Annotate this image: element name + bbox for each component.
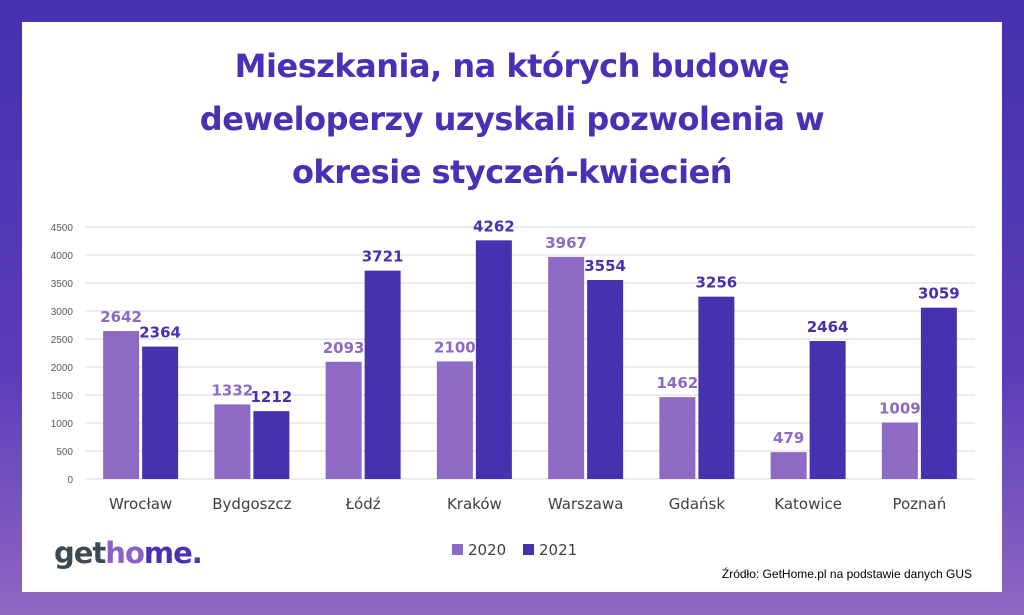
- x-tick-label: Łódź: [345, 495, 381, 513]
- y-tick-label: 4000: [51, 251, 74, 262]
- legend-label: 2021: [539, 541, 577, 559]
- chart-panel: [22, 22, 1002, 592]
- bar-2021: [364, 270, 401, 479]
- data-label: 3059: [918, 285, 960, 303]
- bar-2021: [698, 296, 735, 479]
- title-line-1: Mieszkania, na których budowę: [234, 47, 790, 85]
- y-tick-label: 1000: [51, 419, 74, 430]
- x-tick-label: Katowice: [774, 495, 842, 513]
- title-line-2: deweloperzy uzyskali pozwolenia w: [199, 100, 825, 138]
- data-label: 3256: [696, 274, 738, 292]
- bar-2020: [548, 256, 585, 479]
- y-tick-label: 2000: [51, 363, 74, 374]
- data-label: 3967: [545, 234, 587, 252]
- bar-2021: [142, 346, 179, 479]
- x-tick-label: Kraków: [447, 495, 502, 513]
- gethome-logo: gethome.: [54, 536, 203, 570]
- bar-2020: [881, 422, 918, 479]
- data-label: 1462: [657, 374, 699, 392]
- legend-swatch-2021: [523, 544, 534, 555]
- bar-2021: [587, 279, 624, 479]
- y-tick-label: 1500: [51, 391, 74, 402]
- x-tick-label: Poznań: [892, 495, 946, 513]
- y-tick-label: 3000: [51, 307, 74, 318]
- y-tick-label: 500: [56, 447, 73, 458]
- data-label: 2093: [323, 339, 365, 357]
- legend-label: 2020: [468, 541, 506, 559]
- data-label: 1332: [212, 381, 254, 399]
- data-label: 3721: [362, 248, 404, 266]
- data-label: 1009: [879, 399, 921, 417]
- bar-2020: [325, 361, 362, 479]
- y-tick-label: 0: [67, 475, 73, 486]
- data-label: 3554: [584, 257, 626, 275]
- y-tick-label: 4500: [51, 223, 74, 234]
- bar-2021: [253, 411, 290, 479]
- chart-title: Mieszkania, na których budowę deweloperz…: [0, 40, 1024, 199]
- data-label: 4262: [473, 217, 515, 235]
- x-tick-label: Wrocław: [109, 495, 172, 513]
- y-tick-label: 3500: [51, 279, 74, 290]
- bar-2020: [659, 397, 696, 479]
- title-line-3: okresie styczeń-kwiecień: [291, 153, 733, 191]
- x-tick-label: Bydgoszcz: [212, 495, 291, 513]
- legend-swatch-2020: [452, 544, 463, 555]
- bar-2020: [214, 404, 251, 479]
- bar-2020: [770, 452, 807, 479]
- source-note: Źródło: GetHome.pl na podstawie danych G…: [721, 567, 972, 581]
- bar-2020: [103, 331, 140, 479]
- data-label: 2642: [100, 308, 142, 326]
- bar-2021: [920, 307, 957, 479]
- bar-2020: [436, 361, 473, 479]
- y-tick-label: 2500: [51, 335, 74, 346]
- bar-2021: [809, 341, 846, 479]
- bar-2021: [475, 240, 512, 479]
- x-tick-label: Gdańsk: [669, 495, 726, 513]
- data-label: 2464: [807, 318, 849, 336]
- data-label: 2100: [434, 338, 476, 356]
- data-label: 2364: [139, 324, 181, 342]
- data-label: 479: [773, 429, 804, 447]
- x-tick-label: Warszawa: [548, 495, 624, 513]
- data-label: 1212: [251, 388, 293, 406]
